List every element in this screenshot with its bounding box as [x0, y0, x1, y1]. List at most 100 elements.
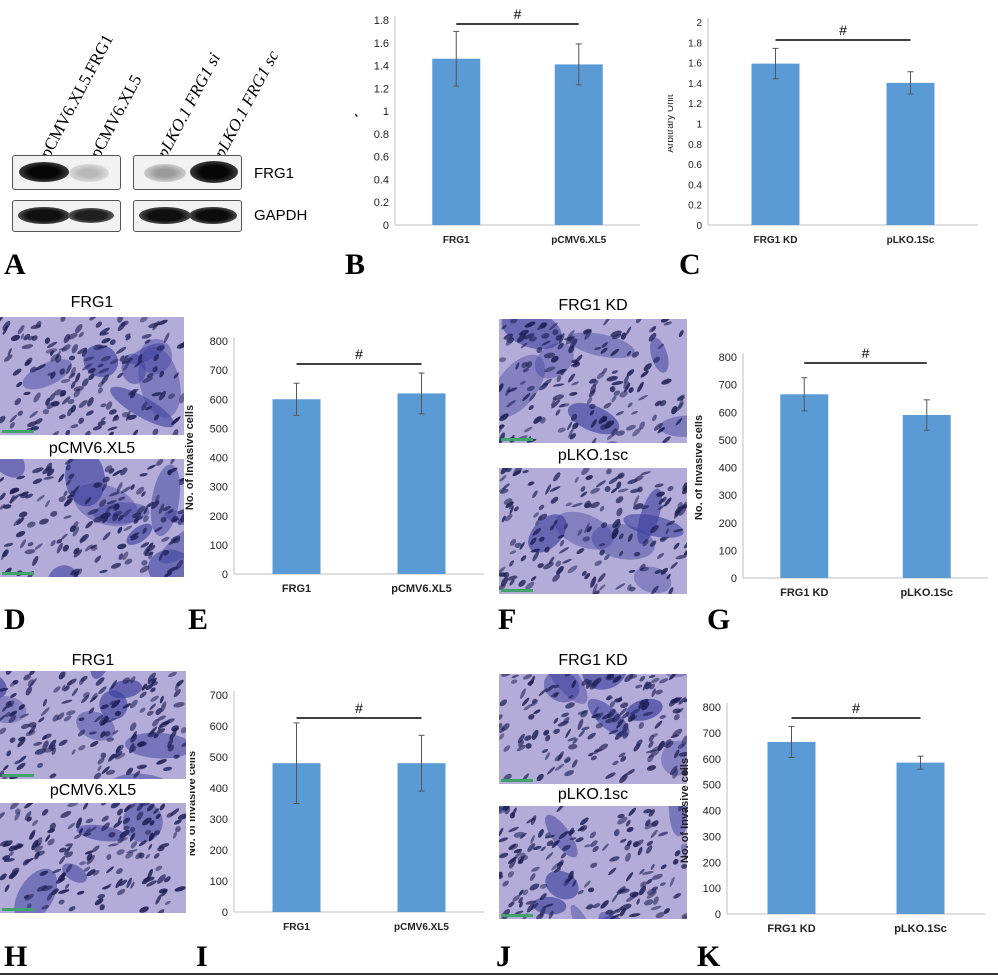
panel-letter-a: A [4, 248, 26, 281]
y-tick-label: 800 [703, 702, 721, 714]
y-tick-label: 200 [719, 518, 737, 530]
y-tick-label: 0.8 [374, 129, 389, 141]
micrograph-j-bottom [499, 806, 687, 919]
y-tick-label: 300 [719, 490, 737, 502]
bar-chart-k: 0 100 200 300 400 500 600 700 800 No. of Invasive… [680, 700, 985, 935]
y-tick-label: 100 [210, 540, 228, 552]
x-tick-label: pCMV6.XL5 [391, 583, 452, 595]
y-tick-label: 0.8 [688, 140, 702, 151]
bar [780, 394, 829, 578]
panel-letter-c: C [679, 248, 701, 281]
x-tick-label: FRG1 KD [780, 587, 828, 599]
panel-letter-e: E [188, 603, 209, 636]
bar [886, 82, 935, 226]
y-tick-label: 1.2 [374, 83, 389, 95]
blot-lane-label: pCMV6.XL5 [86, 71, 146, 161]
significance-mark: # [862, 345, 870, 361]
x-tick-label: FRG1 [282, 583, 311, 595]
bar-chart-e: 0 100 200 300 400 500 600 700 800 No. of Invasive… [185, 336, 484, 595]
micrograph-label: FRG1 [40, 294, 144, 312]
y-tick-label: 300 [210, 482, 228, 494]
page-divider [0, 973, 998, 975]
y-tick-label: 300 [210, 814, 228, 826]
bar [397, 393, 446, 574]
bar [554, 64, 603, 226]
y-tick-label: 300 [703, 831, 721, 843]
y-tick-label: 500 [703, 780, 721, 792]
y-tick-label: 0.2 [688, 201, 702, 212]
bar-chart-i: 0 100 200 300 400 500 600 700 No. of Invasive ce… [190, 690, 484, 933]
y-tick-label: 400 [719, 463, 737, 475]
y-tick-label: 1.6 [688, 59, 702, 70]
micrograph-label: FRG1 KD [540, 297, 646, 315]
blot-frg1-right [133, 155, 242, 190]
blot-frg1-left [12, 155, 121, 190]
panel-letter-h: H [4, 940, 28, 973]
y-tick-label: 600 [703, 754, 721, 766]
x-tick-label: FRG1 [283, 922, 310, 933]
y-tick-label: 800 [210, 336, 228, 348]
x-tick-label: pLKO.1Sc [887, 235, 935, 246]
micrograph-h-top [0, 671, 186, 779]
significance-mark: # [514, 6, 522, 22]
significance-mark: # [852, 700, 860, 716]
y-tick-label: 1.8 [374, 15, 389, 27]
micrograph-f-bottom [499, 468, 687, 594]
panel-letter-f: F [498, 603, 517, 636]
y-axis-label: No. of Invasive cells [695, 415, 705, 520]
y-tick-label: 0 [696, 221, 702, 232]
y-tick-label: 700 [703, 728, 721, 740]
y-tick-label: 0.4 [374, 174, 389, 186]
bar [272, 399, 321, 574]
bar-chart-b: 0 0.2 0.4 0.6 0.8 1 1.2 1.4 1.6 1.8 Arbitrary Unit… [355, 6, 640, 246]
y-tick-label: 1 [696, 120, 702, 131]
x-tick-label: pCMV6.XL5 [394, 922, 449, 933]
micrograph-d-top [0, 317, 184, 435]
y-tick-label: 700 [210, 365, 228, 377]
y-tick-label: 0.4 [688, 180, 702, 191]
y-tick-label: 0.6 [688, 160, 702, 171]
y-tick-label: 700 [210, 690, 228, 702]
panel-letter-g: G [707, 603, 731, 636]
y-tick-label: 0.2 [374, 197, 389, 209]
x-tick-label: FRG1 KD [767, 923, 815, 935]
y-tick-label: 0 [383, 220, 389, 232]
blot-gapdh-right [133, 200, 242, 232]
y-axis-label: Arbitrary Unit [355, 87, 358, 158]
bar [902, 415, 951, 578]
y-tick-label: 800 [719, 352, 737, 364]
y-tick-label: 100 [703, 883, 721, 895]
y-axis-label: No. of Invasive cells [185, 405, 196, 510]
micrograph-j-top [499, 674, 687, 784]
panel-letter-k: K [697, 940, 721, 973]
panel-letter-i: I [196, 940, 208, 973]
y-axis-label: No. of Invasive cells [680, 758, 691, 863]
micrograph-f-top [499, 319, 687, 443]
y-tick-label: 2 [696, 18, 702, 29]
x-tick-label: FRG1 KD [754, 235, 798, 246]
bar [896, 762, 945, 914]
y-tick-label: 600 [210, 721, 228, 733]
y-tick-label: 400 [210, 783, 228, 795]
y-tick-label: 0 [731, 573, 737, 585]
y-tick-label: 200 [210, 511, 228, 523]
bar [751, 63, 800, 225]
y-tick-label: 100 [210, 876, 228, 888]
panel-letter-b: B [345, 248, 366, 281]
y-tick-label: 1.6 [374, 38, 389, 50]
y-axis-label: Arbitrary Unit [668, 94, 676, 153]
y-tick-label: 0 [715, 909, 721, 921]
y-tick-label: 1.2 [688, 99, 702, 110]
y-tick-label: 600 [210, 394, 228, 406]
panel-letter-d: D [4, 603, 26, 636]
bar-chart-g: 0 100 200 300 400 500 600 700 800 No. of Invasive… [695, 345, 988, 599]
y-axis-label: No. of Invasive cells [190, 751, 198, 856]
micrograph-label: FRG1 KD [543, 652, 643, 670]
y-tick-label: 100 [719, 545, 737, 557]
y-tick-label: 200 [703, 857, 721, 869]
y-tick-label: 500 [210, 423, 228, 435]
micrograph-label: pCMV6.XL5 [25, 782, 161, 800]
y-tick-label: 0 [222, 907, 228, 919]
blot-gapdh-left [12, 200, 121, 232]
y-tick-label: 0.6 [374, 152, 389, 164]
